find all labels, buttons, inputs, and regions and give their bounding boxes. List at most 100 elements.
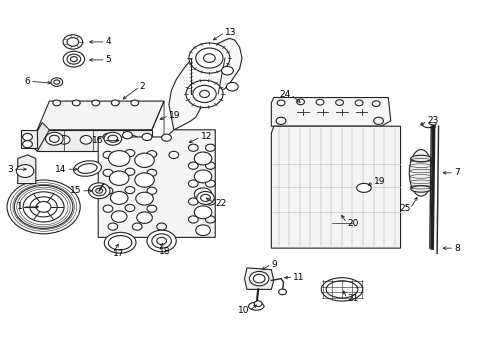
Circle shape: [195, 48, 223, 68]
Circle shape: [296, 99, 304, 105]
Polygon shape: [98, 130, 215, 237]
Text: 12: 12: [200, 132, 212, 141]
Ellipse shape: [356, 183, 370, 192]
Circle shape: [132, 223, 142, 230]
Circle shape: [103, 134, 113, 140]
Circle shape: [335, 100, 343, 105]
Circle shape: [122, 132, 132, 139]
Circle shape: [195, 225, 210, 235]
Circle shape: [104, 135, 116, 144]
Ellipse shape: [108, 235, 132, 250]
Circle shape: [58, 135, 70, 144]
Text: 9: 9: [271, 260, 277, 269]
Circle shape: [103, 151, 113, 158]
Text: 17: 17: [113, 249, 124, 258]
Ellipse shape: [73, 161, 101, 176]
Circle shape: [188, 180, 198, 187]
Text: 22: 22: [215, 199, 226, 208]
Circle shape: [221, 66, 233, 75]
Circle shape: [30, 197, 57, 217]
Circle shape: [7, 180, 80, 234]
Polygon shape: [244, 268, 273, 289]
Circle shape: [109, 171, 129, 185]
Circle shape: [131, 100, 139, 106]
Circle shape: [16, 165, 34, 177]
Circle shape: [194, 188, 211, 201]
Circle shape: [80, 135, 92, 144]
Circle shape: [188, 198, 198, 205]
Circle shape: [188, 144, 198, 151]
Polygon shape: [18, 155, 36, 184]
Circle shape: [125, 149, 135, 157]
Text: 10: 10: [237, 306, 249, 315]
Text: 11: 11: [293, 273, 304, 282]
Ellipse shape: [78, 164, 97, 174]
Text: 6: 6: [24, 77, 30, 86]
Text: 4: 4: [105, 37, 111, 46]
Circle shape: [161, 134, 171, 141]
Text: 2: 2: [140, 82, 145, 91]
Text: 15: 15: [69, 186, 81, 195]
Circle shape: [371, 101, 379, 107]
Circle shape: [194, 206, 211, 219]
Circle shape: [203, 54, 215, 62]
Polygon shape: [30, 123, 49, 151]
Circle shape: [147, 187, 157, 194]
Circle shape: [54, 80, 60, 84]
Circle shape: [277, 100, 285, 106]
Text: 8: 8: [453, 244, 459, 253]
Circle shape: [205, 162, 215, 169]
Circle shape: [192, 85, 216, 103]
Polygon shape: [168, 39, 242, 130]
Circle shape: [103, 187, 113, 194]
Circle shape: [205, 144, 215, 151]
Circle shape: [188, 162, 198, 169]
Ellipse shape: [410, 155, 430, 162]
Text: 20: 20: [346, 219, 358, 228]
Circle shape: [200, 194, 210, 202]
Circle shape: [147, 230, 176, 252]
Circle shape: [199, 90, 209, 98]
Text: 5: 5: [105, 55, 111, 64]
Circle shape: [194, 170, 211, 183]
Text: 7: 7: [453, 168, 459, 177]
Polygon shape: [271, 126, 400, 248]
Circle shape: [185, 80, 223, 108]
Circle shape: [157, 237, 166, 244]
Circle shape: [136, 192, 153, 205]
Circle shape: [126, 135, 138, 144]
Circle shape: [249, 271, 268, 286]
Circle shape: [254, 301, 262, 307]
Ellipse shape: [248, 302, 264, 310]
Circle shape: [188, 43, 229, 73]
Circle shape: [142, 134, 152, 140]
Ellipse shape: [325, 281, 357, 298]
Circle shape: [205, 198, 215, 205]
Circle shape: [72, 100, 80, 106]
Circle shape: [316, 99, 324, 105]
Text: 19: 19: [373, 177, 385, 186]
Circle shape: [67, 38, 79, 46]
Circle shape: [194, 152, 211, 165]
Circle shape: [205, 216, 215, 223]
Circle shape: [135, 173, 154, 187]
Circle shape: [96, 188, 102, 193]
Circle shape: [103, 169, 113, 176]
Text: 16: 16: [91, 136, 103, 145]
Circle shape: [14, 185, 73, 228]
Circle shape: [36, 202, 51, 212]
Circle shape: [373, 117, 383, 125]
Circle shape: [108, 135, 118, 142]
Text: 1: 1: [17, 202, 22, 211]
Circle shape: [125, 186, 135, 194]
Circle shape: [67, 54, 81, 64]
Ellipse shape: [410, 186, 430, 192]
Circle shape: [147, 169, 157, 176]
Circle shape: [92, 100, 100, 106]
Text: 25: 25: [398, 204, 409, 213]
Circle shape: [53, 100, 61, 106]
Circle shape: [104, 132, 122, 145]
Circle shape: [111, 211, 127, 222]
Ellipse shape: [321, 278, 362, 301]
Circle shape: [147, 205, 157, 212]
